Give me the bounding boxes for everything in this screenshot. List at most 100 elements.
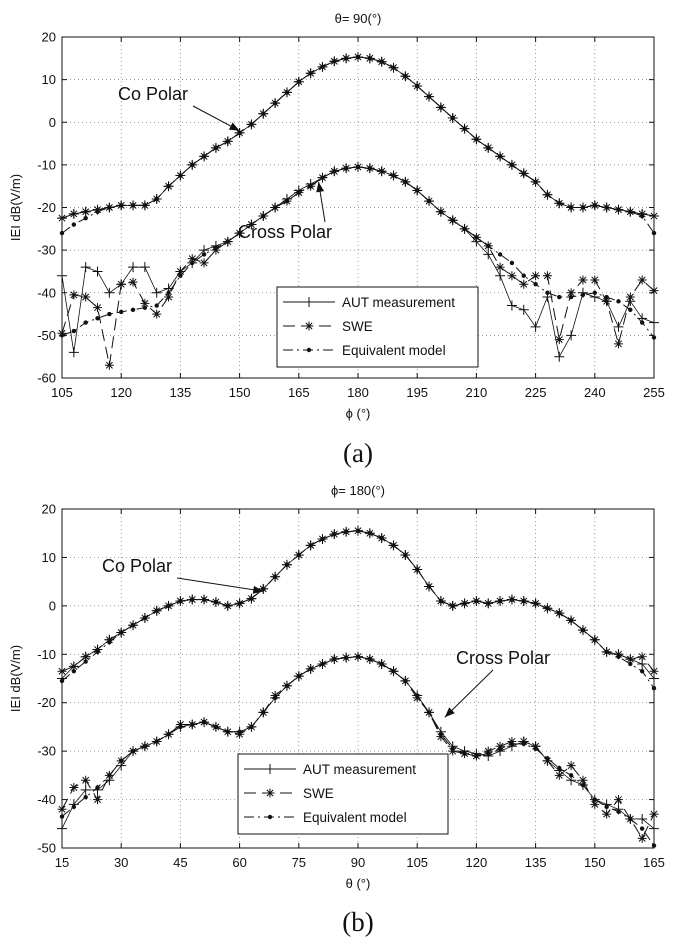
axes-frame	[61, 36, 655, 379]
data-point	[462, 751, 467, 756]
data-point	[178, 724, 183, 730]
data-point	[628, 209, 633, 214]
legend: AUT measurement SWE Equivalent model	[237, 753, 449, 835]
data-point	[367, 56, 373, 61]
x-tick-label: 30	[114, 855, 128, 870]
data-point	[474, 598, 479, 604]
data-point	[519, 279, 529, 289]
data-point	[69, 661, 79, 671]
data-point	[166, 731, 171, 737]
data-point	[521, 171, 526, 176]
data-point	[296, 190, 301, 195]
data-point	[308, 71, 313, 76]
data-point	[495, 270, 506, 281]
data-point	[554, 335, 564, 345]
data-point	[462, 126, 467, 131]
data-point	[107, 205, 112, 210]
data-point	[119, 309, 124, 315]
x-tick-label: 150	[584, 855, 606, 870]
data-point	[140, 298, 150, 308]
data-point	[175, 266, 185, 276]
data-point	[474, 235, 479, 240]
data-point	[81, 652, 91, 662]
data-point	[637, 833, 647, 843]
legend-marker	[267, 814, 273, 820]
series-cross-equivalent-model	[59, 654, 657, 848]
data-point	[270, 690, 280, 700]
x-tick-label: 105	[406, 855, 428, 870]
data-point	[486, 145, 491, 151]
y-axis-label: IEI dB(V/m)	[8, 645, 23, 712]
data-point	[367, 166, 373, 171]
data-point	[355, 164, 361, 170]
axes-frame	[61, 508, 655, 849]
data-point	[590, 275, 600, 285]
data-point	[178, 598, 183, 604]
data-point	[616, 654, 621, 659]
data-point	[578, 775, 588, 785]
data-point	[151, 287, 162, 298]
data-point	[568, 205, 574, 210]
data-point	[415, 693, 420, 698]
data-point	[107, 311, 112, 317]
legend-entry: AUT measurement	[342, 295, 455, 310]
data-point	[462, 226, 467, 232]
legend-marker	[265, 764, 275, 774]
data-point	[142, 615, 148, 621]
data-point	[530, 321, 541, 332]
data-point	[284, 562, 290, 567]
series-co-equivalent-model	[59, 54, 657, 236]
data-point	[545, 756, 550, 761]
data-point	[119, 758, 124, 764]
data-point	[213, 724, 219, 730]
data-point	[320, 175, 325, 180]
data-point	[367, 656, 373, 662]
x-tick-label: 45	[173, 855, 187, 870]
data-point	[178, 173, 183, 178]
series-cross-equivalent-model	[59, 164, 657, 340]
x-tick-label: 240	[584, 385, 606, 400]
data-point	[213, 145, 219, 151]
data-point	[616, 207, 621, 212]
data-point	[613, 321, 624, 332]
data-point	[104, 360, 114, 370]
data-point	[531, 741, 541, 751]
data-point	[154, 739, 159, 744]
data-point	[580, 782, 586, 788]
data-point	[568, 618, 574, 623]
data-point	[190, 722, 195, 727]
x-tick-label: 105	[51, 385, 73, 400]
legend-entry: SWE	[303, 786, 334, 801]
data-point	[130, 623, 136, 628]
data-point	[166, 290, 171, 295]
data-point	[69, 782, 79, 792]
data-point	[379, 661, 384, 667]
data-point	[379, 169, 384, 174]
data-point	[450, 603, 455, 609]
data-point	[343, 655, 349, 660]
data-point	[557, 610, 562, 616]
annotation-arrowhead	[252, 585, 264, 594]
data-point	[542, 271, 552, 281]
y-tick-label: -30	[37, 243, 56, 258]
data-point	[637, 652, 647, 662]
data-point	[225, 239, 230, 244]
data-point	[438, 731, 444, 737]
data-point	[426, 94, 432, 99]
annotation-arrow	[444, 669, 494, 718]
data-point	[497, 252, 503, 257]
data-point	[142, 305, 148, 310]
data-point	[95, 649, 100, 655]
data-point	[154, 196, 159, 202]
data-point	[71, 804, 77, 810]
data-point	[190, 162, 195, 168]
data-point	[557, 765, 562, 771]
data-point	[438, 105, 444, 110]
data-point	[249, 724, 254, 730]
data-point	[175, 720, 185, 730]
data-point	[71, 222, 77, 227]
data-point	[379, 59, 384, 64]
data-point	[296, 673, 301, 679]
data-point	[225, 729, 230, 734]
chart-2: 15 30 45 60 75 90 105 120 135 150 165 -50 -40 -30 -20 -…	[8, 483, 665, 937]
